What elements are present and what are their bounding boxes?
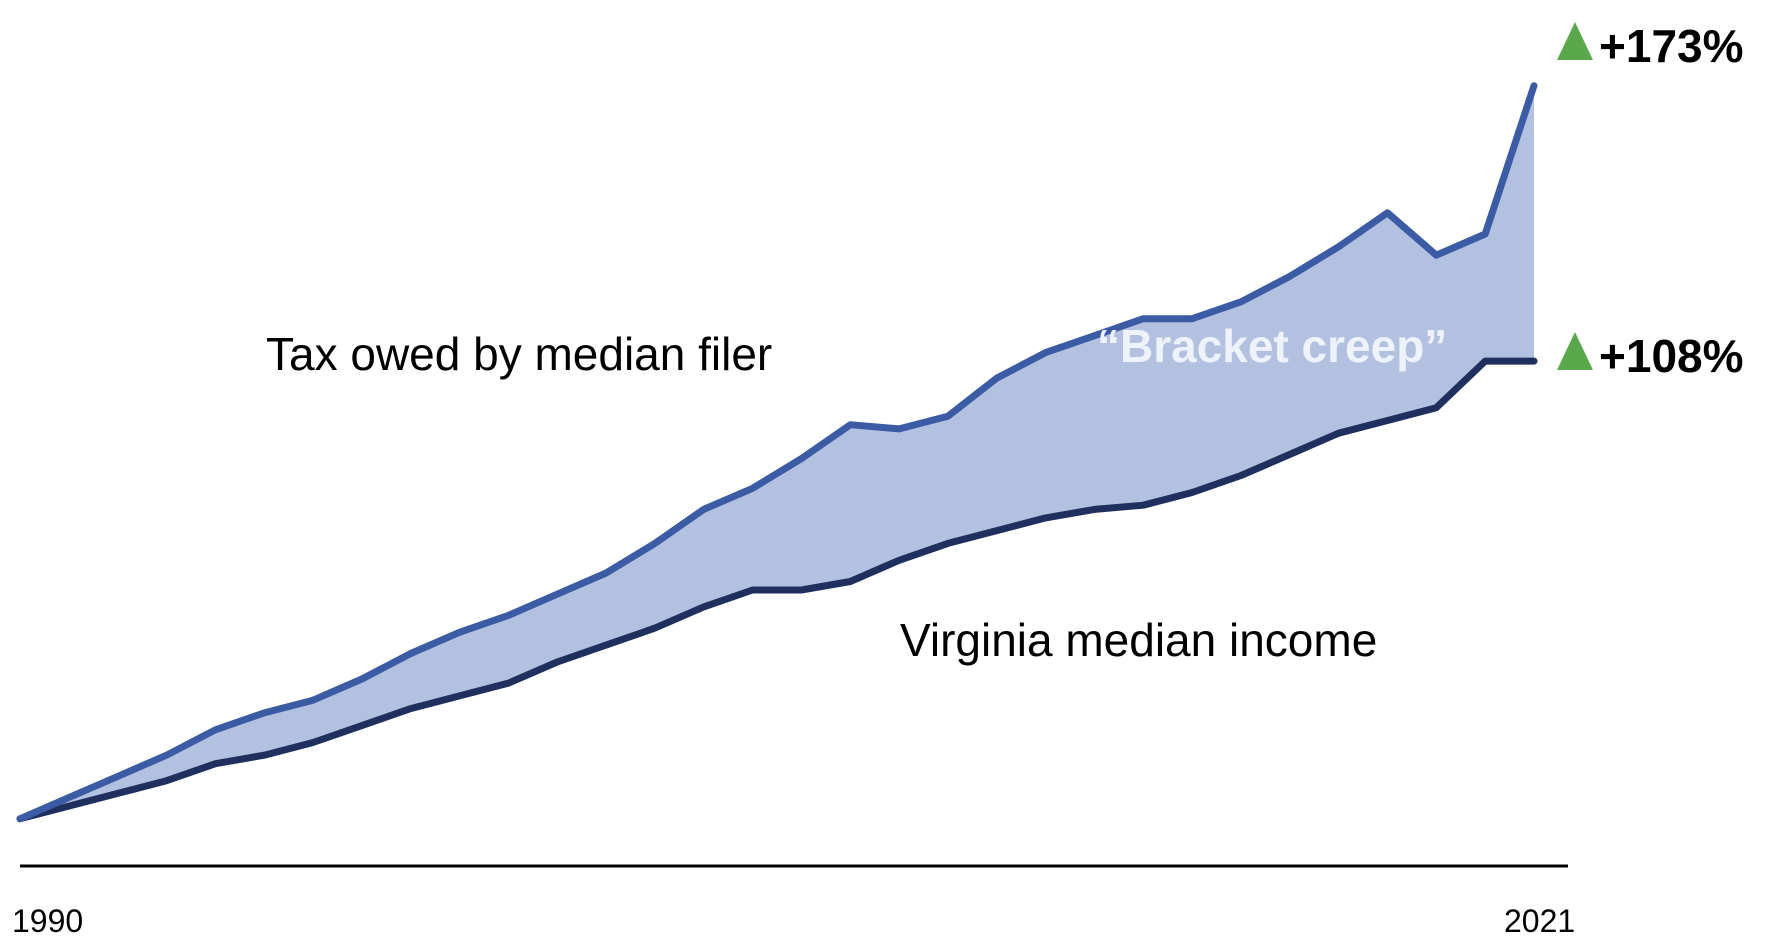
income-change-annotation: +108% [1557,330,1744,382]
up-triangle-icon [1557,332,1593,370]
tax-series-line [16,82,1538,823]
tax-change-value: +173% [1599,20,1744,72]
bracket-creep-area-layer [20,85,1534,819]
bracket-creep-area [20,85,1534,819]
income-series-label: Virginia median income [900,614,1377,666]
tax-change-annotation: +173% [1557,20,1744,72]
x-tick-label-end: 2021 [1504,903,1575,939]
up-triangle-icon [1557,22,1593,60]
tax-series-label: Tax owed by median filer [266,328,772,380]
x-tick-label-start: 1990 [12,903,83,939]
series-lines-layer [16,82,1538,823]
income-change-value: +108% [1599,330,1744,382]
bracket-creep-label: “Bracket creep” [1097,320,1447,372]
income-series-line [16,357,1538,823]
